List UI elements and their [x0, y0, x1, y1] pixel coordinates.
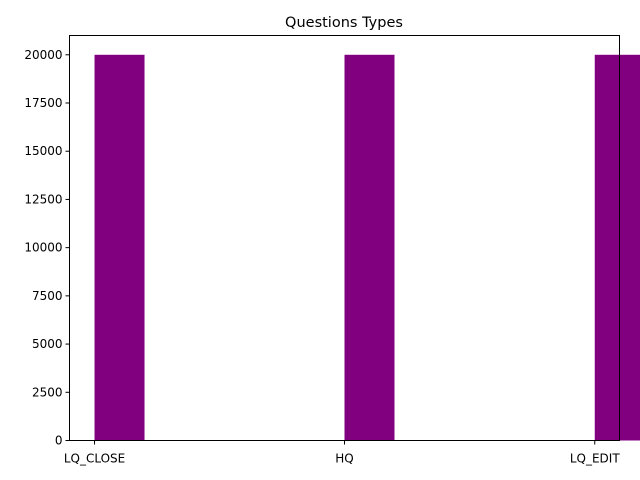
y-tick-label: 15000: [24, 144, 62, 158]
y-tick-label: 10000: [24, 241, 62, 255]
bar-hq: [344, 54, 395, 441]
y-tick-label: 20000: [24, 48, 62, 62]
y-tick-label: 2500: [32, 385, 63, 399]
bar-lq-close: [94, 54, 145, 441]
y-axis: 0 2500 5000 7500 10000 12500 15000 17500 20000: [24, 48, 70, 448]
bar-lq-edit: [594, 54, 640, 441]
y-tick-label: 17500: [24, 96, 62, 110]
plot-frame: [69, 35, 620, 441]
x-axis: LQ_CLOSE HQ LQ_EDIT: [64, 440, 620, 466]
x-tick-label: LQ_CLOSE: [64, 452, 125, 466]
bars-group: [94, 54, 640, 441]
chart-title: Questions Types: [285, 15, 403, 31]
y-tick-label: 7500: [32, 289, 63, 303]
y-tick-label: 5000: [32, 337, 63, 351]
x-tick-label: LQ_EDIT: [570, 452, 620, 466]
y-tick-label: 0: [55, 434, 63, 448]
x-tick-label: HQ: [335, 452, 353, 466]
y-tick-label: 12500: [24, 192, 62, 206]
